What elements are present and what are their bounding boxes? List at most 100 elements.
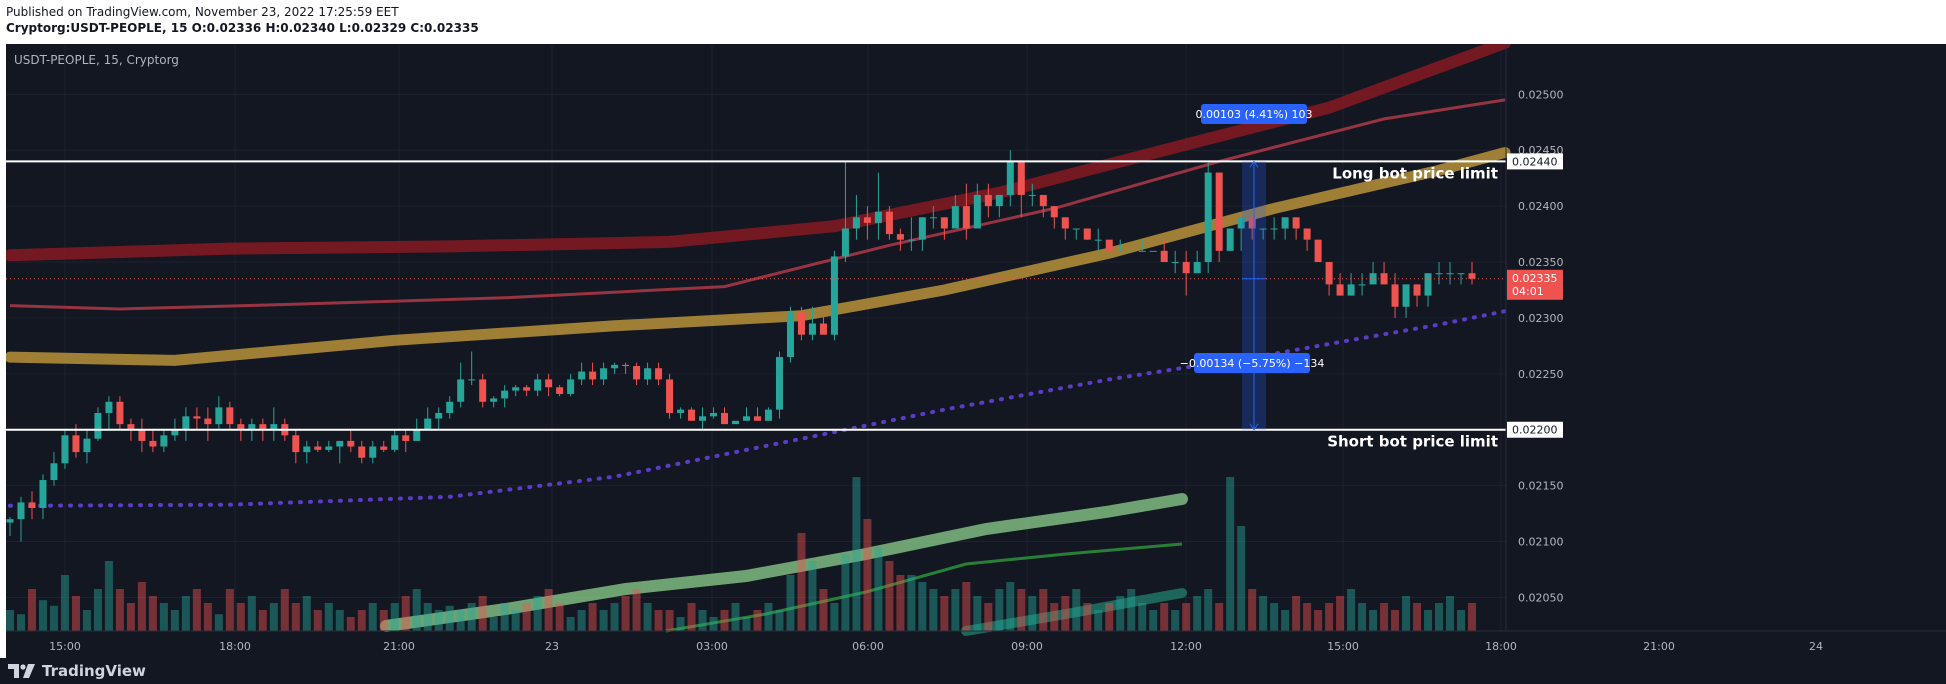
volume-bar — [962, 582, 971, 631]
candle-body — [1248, 217, 1256, 229]
candle-body — [677, 409, 685, 413]
volume-bar — [104, 561, 113, 631]
volume-bar — [1028, 596, 1037, 631]
candle-body — [929, 217, 937, 219]
volume-bar — [1149, 610, 1158, 631]
volume-bar — [786, 575, 795, 631]
price-limit-tag — [1507, 421, 1563, 438]
volume-bar — [808, 561, 817, 631]
candle-body — [567, 379, 575, 394]
candle-body — [830, 256, 838, 335]
volume-bar — [1039, 589, 1048, 631]
candle-body — [1061, 217, 1069, 229]
candle-body — [325, 446, 333, 450]
candle-body — [907, 239, 915, 241]
volume-bar — [1446, 596, 1455, 631]
volume-bar — [951, 589, 960, 631]
candle-body — [1083, 228, 1091, 240]
volume-bar — [753, 610, 762, 631]
candle-body — [457, 379, 465, 402]
candle-body — [1303, 228, 1311, 240]
volume-bar — [192, 589, 201, 631]
volume-bars — [6, 477, 1476, 631]
candle-body — [545, 379, 553, 388]
price-limit-tag — [1507, 153, 1563, 170]
measure-upper-label: 0.00103 (4.41%) 103 — [1195, 108, 1312, 121]
price-chart[interactable]: USDT-PEOPLE, 15, Cryptorg Long bot price… — [4, 36, 1946, 658]
candle-body — [424, 418, 432, 430]
candle-body — [1193, 262, 1201, 274]
candle-body — [149, 440, 157, 447]
volume-bar — [357, 610, 366, 631]
volume-bar — [236, 603, 245, 631]
candle-body — [1259, 228, 1267, 230]
candle-body — [1358, 284, 1366, 286]
measure-lower-label-box — [1194, 353, 1310, 373]
volume-bar — [621, 596, 630, 631]
candle-body — [1424, 273, 1432, 296]
candle-body — [732, 420, 740, 425]
volume-bar — [577, 610, 586, 631]
volume-bar — [511, 610, 520, 631]
tradingview-logo[interactable]: TradingView — [8, 662, 146, 680]
candle-body — [380, 446, 388, 450]
volume-bar — [1160, 603, 1169, 631]
volume-bar — [302, 596, 311, 631]
ma-band-teal — [961, 588, 1187, 636]
measure-arrow-down — [1249, 423, 1259, 431]
candle-body — [435, 412, 443, 419]
candle-body — [182, 416, 190, 430]
volume-bar — [1358, 603, 1367, 631]
volume-bar — [643, 603, 652, 631]
volume-bar — [390, 603, 399, 631]
volume-bar — [115, 589, 124, 631]
candle-body — [962, 206, 970, 229]
y-tick-label: 0.02050 — [1518, 591, 1564, 604]
price-limit-value: 0.02440 — [1512, 155, 1558, 168]
tradingview-wordmark: TradingView — [42, 662, 146, 680]
candle-body — [1468, 273, 1476, 279]
volume-bar — [1457, 610, 1466, 631]
volume-bar — [797, 533, 806, 631]
volume-bar — [1094, 610, 1103, 631]
x-tick-label: 15:00 — [49, 640, 81, 653]
x-tick-label: 12:00 — [1170, 640, 1202, 653]
volume-bar — [313, 610, 322, 631]
volume-bar — [379, 610, 388, 631]
volume-bar — [1050, 603, 1059, 631]
volume-bar — [258, 610, 267, 631]
x-tick-label: 15:00 — [1327, 640, 1359, 653]
volume-bar — [1138, 603, 1147, 631]
volume-bar — [830, 603, 839, 631]
volume-bar — [588, 603, 597, 631]
candle-body — [710, 412, 718, 417]
candle-body — [83, 438, 91, 453]
candle-body — [600, 368, 608, 380]
candle-body — [655, 368, 663, 380]
candle-body — [896, 234, 904, 240]
candle-body — [611, 364, 619, 369]
last-price-value: 0.02335 — [1512, 272, 1558, 285]
y-tick-label: 0.02500 — [1518, 88, 1564, 101]
ma-line-red — [9, 98, 1506, 311]
candle-body — [622, 364, 630, 367]
volume-bar — [500, 603, 509, 631]
volume-bar — [1072, 589, 1081, 631]
candle-body — [1149, 250, 1157, 252]
volume-bar — [71, 596, 80, 631]
volume-bar — [1215, 603, 1224, 631]
candle-body — [6, 519, 14, 523]
candle-body — [61, 435, 69, 464]
candle-body — [1270, 228, 1278, 230]
candle-body — [764, 409, 772, 421]
volume-bar — [1061, 596, 1070, 631]
volume-bar — [665, 610, 674, 631]
candlesticks — [6, 150, 1476, 542]
price-limit-value: 0.02200 — [1512, 424, 1558, 437]
volume-bar — [555, 603, 564, 631]
candle-body — [1215, 172, 1223, 251]
footer-bar: TradingView — [0, 658, 1946, 684]
volume-bar — [709, 617, 718, 631]
chart-area[interactable]: USDT-PEOPLE, 15, Cryptorg Long bot price… — [4, 36, 1946, 658]
volume-bar — [368, 603, 377, 631]
